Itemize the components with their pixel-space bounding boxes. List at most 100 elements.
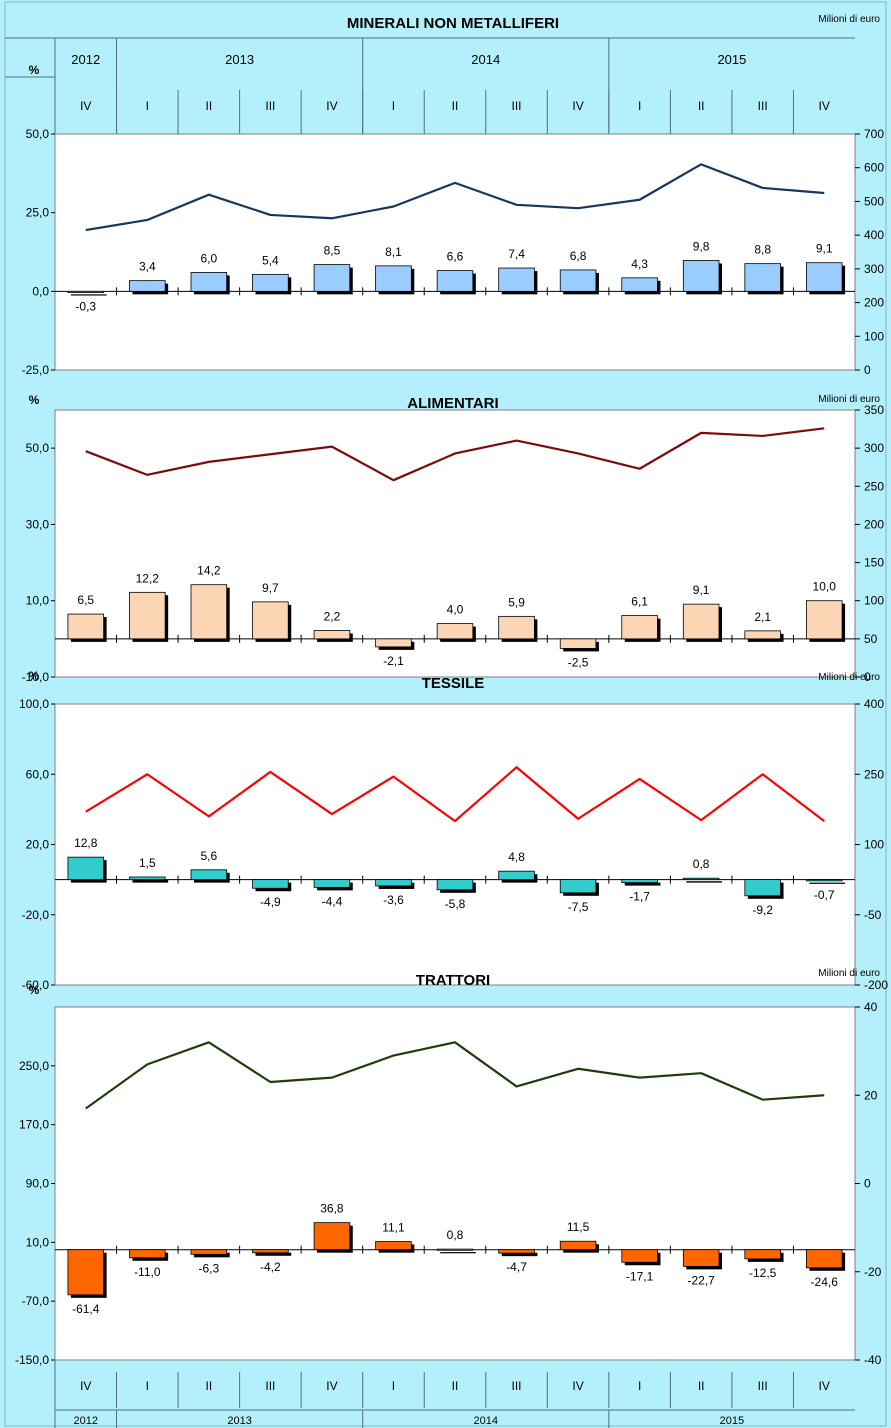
bar-data-label: 9,8 — [693, 239, 710, 253]
y2-tick-label: 0 — [864, 1177, 871, 1191]
bar — [498, 615, 535, 640]
bar-shadow — [624, 882, 661, 886]
y-tick-label: 30,0 — [26, 517, 50, 531]
top-quarter-label: IV — [572, 99, 583, 113]
bar-data-label: 8,8 — [754, 243, 771, 257]
bottom-quarter-label: III — [758, 1379, 768, 1393]
y-tick-label: 50,0 — [26, 441, 50, 455]
bar-data-label: 5,4 — [262, 253, 279, 267]
bar — [805, 600, 843, 640]
y2-tick-label: -40 — [864, 1353, 882, 1367]
bar — [129, 1249, 166, 1259]
bar — [682, 603, 720, 640]
bar — [375, 1241, 412, 1251]
y-tick-label: 170,0 — [19, 1118, 49, 1132]
bar-shadow — [809, 882, 846, 884]
y2-tick-label: 700 — [864, 127, 884, 141]
bar-shadow — [132, 879, 169, 883]
bar-data-label: 6,5 — [77, 593, 94, 607]
top-quarter-label: II — [698, 99, 705, 113]
bottom-quarter-label: IV — [819, 1379, 830, 1393]
series-line — [85, 427, 825, 482]
y2-tick-label: 250 — [864, 479, 884, 493]
bar-shadow — [255, 1252, 292, 1256]
bottom-quarter-label: II — [452, 1379, 459, 1393]
bar-data-label: 6,8 — [570, 249, 587, 263]
bar-data-label: 6,1 — [631, 595, 648, 609]
y2-tick-label: 100 — [864, 838, 884, 852]
bar — [498, 267, 535, 292]
bottom-year-label: 2015 — [720, 1415, 744, 1427]
y-tick-label: 25,0 — [26, 206, 50, 220]
y-tick-label: 60,0 — [26, 767, 50, 781]
top-quarter-label: I — [638, 99, 641, 113]
y2-tick-label: 400 — [864, 697, 884, 711]
bar — [621, 615, 658, 640]
page-frame — [4, 1, 887, 1427]
bar — [805, 879, 843, 882]
y2-tick-label: 150 — [864, 556, 884, 570]
bar-data-label: 6,0 — [201, 251, 218, 265]
bar-data-label: 9,1 — [693, 583, 710, 597]
bar-data-label: -61,4 — [72, 1302, 100, 1316]
y2-tick-label: 400 — [864, 228, 884, 242]
series-line — [85, 163, 825, 232]
y2-tick-label: -50 — [864, 908, 882, 922]
bar — [744, 263, 781, 292]
bar — [67, 856, 105, 881]
top-quarter-label: I — [146, 99, 149, 113]
bar — [436, 270, 474, 292]
y-tick-label: 250,0 — [19, 1059, 49, 1073]
chart-title: ALIMENTARI — [407, 395, 498, 412]
bar — [190, 1249, 228, 1255]
bar-shadow — [70, 294, 107, 296]
bar — [559, 269, 597, 292]
y2-tick-label: 0 — [864, 670, 871, 684]
bar-data-label: -3,6 — [383, 893, 404, 907]
bottom-quarter-label: II — [206, 1379, 213, 1393]
bar — [805, 262, 843, 292]
bar — [621, 277, 658, 292]
bottom-quarter-label: IV — [326, 1379, 337, 1393]
bar-data-label: 3,4 — [139, 260, 156, 274]
top-year-label: 2014 — [471, 52, 500, 67]
bar — [190, 869, 228, 881]
top-year-label: 2013 — [225, 52, 254, 67]
bottom-quarter-label: I — [146, 1379, 149, 1393]
bar-data-label: -4,7 — [506, 1260, 527, 1274]
y-tick-label: 0,0 — [32, 284, 49, 298]
y2-tick-label: 350 — [864, 403, 884, 417]
plot-area — [54, 703, 856, 986]
bar-data-label: -11,0 — [134, 1265, 161, 1279]
bar — [682, 1249, 720, 1267]
bar-data-label: 9,1 — [816, 242, 833, 256]
bar — [252, 879, 289, 889]
bar-data-label: 8,5 — [324, 244, 341, 258]
bar-data-label: 0,8 — [447, 1228, 464, 1242]
bar — [129, 591, 166, 640]
top-quarter-label: IV — [819, 99, 830, 113]
bar — [67, 290, 105, 293]
y2-tick-label: 300 — [864, 262, 884, 276]
bar-data-label: 12,8 — [74, 836, 98, 850]
chart-panel: MINERALI NON METALLIFERI Milioni di euro -… — [22, 14, 885, 377]
bar — [559, 879, 597, 894]
y-tick-label: -150,0 — [15, 1353, 49, 1367]
y-tick-label: 100,0 — [19, 697, 49, 711]
chart-panel: TESSILE% Milioni di euro -60,0 -20,0 20,0 60,… — [19, 669, 888, 992]
bar-data-label: 0,8 — [693, 857, 710, 871]
top-quarter-label: II — [206, 99, 213, 113]
y-axis-label: % — [29, 983, 40, 997]
bar-data-label: 11,1 — [382, 1221, 405, 1235]
y2-tick-label: 0 — [864, 363, 871, 377]
bar — [313, 1222, 351, 1251]
bottom-quarter-label: III — [265, 1379, 275, 1393]
bar-data-label: 11,5 — [567, 1220, 590, 1234]
top-quarter-label: II — [452, 99, 459, 113]
bottom-year-label: 2013 — [227, 1415, 251, 1427]
bar-data-label: -0,7 — [814, 888, 835, 902]
bar — [129, 876, 166, 881]
y2-tick-label: 200 — [864, 517, 884, 531]
bar-data-label: 6,6 — [447, 250, 464, 264]
